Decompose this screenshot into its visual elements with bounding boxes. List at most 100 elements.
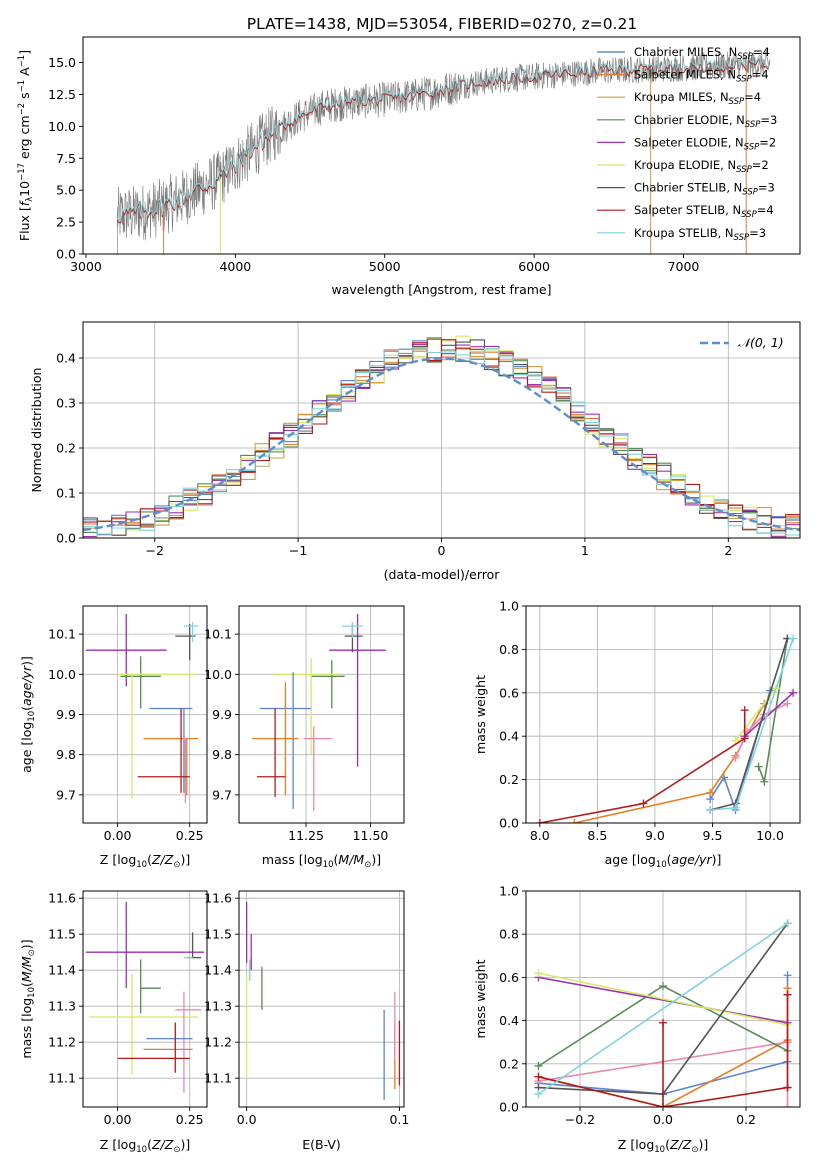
weight-marker <box>570 819 579 823</box>
weight-marker <box>760 777 769 786</box>
y-tick-label: 11.1 <box>204 1071 232 1086</box>
errorbar-point <box>175 991 202 1093</box>
x-tick-label: 1 <box>581 543 589 558</box>
y-tick-label: 10.1 <box>48 627 76 642</box>
legend: Chabrier MILES, NSSP=4 Salpeter MILES, NS… <box>597 45 777 243</box>
y-tick-label: 11.2 <box>48 1035 76 1050</box>
x-tick-label: 2 <box>724 543 732 558</box>
y-tick-label: 9.8 <box>212 747 232 762</box>
spectrum-model-line <box>117 57 771 224</box>
y-axis-label: mass weight <box>473 675 488 754</box>
x-axis-label: Z [log10(Z/Z⊙)] <box>618 1137 708 1155</box>
y-tick-label: 10.0 <box>204 667 232 682</box>
weight-series-line <box>538 972 788 1026</box>
y-tick-label: 11.6 <box>204 891 232 906</box>
y-tick-label: 9.7 <box>56 787 76 802</box>
plot-layer: 3000 4000 5000 6000 70000.02.55.07.510.012.5… <box>17 36 801 1155</box>
x-tick-label: 0.00 <box>104 1112 132 1127</box>
panel-age_vs_Z: 0.00 0.25 9.7 9.8 9.9 10.0 10.1 Z [log10(Z/Z⊙)]… <box>19 605 208 870</box>
errorbar-point <box>88 973 199 1075</box>
weight-marker <box>754 762 763 771</box>
legend-label: Salpeter ELODIE, NSSP=2 <box>634 135 776 152</box>
y-tick-label: 0.1 <box>56 486 76 501</box>
errorbar-point <box>137 708 190 793</box>
plot-area-mass_weight_vs_Z <box>534 919 792 1107</box>
axes-frame <box>82 605 208 824</box>
plot-area-spectrum <box>117 50 771 254</box>
panel-mass_vs_EBV: 0.0 0.1 11.1 11.2 11.3 11.4 11.5 11.6 E(B-V) <box>204 890 409 1152</box>
x-axis-label: age [log10(age/yr)] <box>605 852 722 870</box>
errorbar-point <box>344 624 363 653</box>
errorbar-point <box>186 932 202 959</box>
figure-title: PLATE=1438, MJD=53054, FIBERID=0270, z=0… <box>247 15 637 33</box>
y-tick-label: 0.8 <box>499 927 519 942</box>
x-tick-label: 0 <box>438 543 446 558</box>
y-tick-label: 5.0 <box>56 183 76 198</box>
weight-marker <box>740 706 749 715</box>
x-axis-label: Z [log10(Z/Z⊙)] <box>100 1137 190 1155</box>
errorbar-point <box>117 673 196 799</box>
axes-frame <box>82 321 801 539</box>
y-tick-label: 15.0 <box>48 55 76 70</box>
x-tick-label: 11.50 <box>353 828 389 843</box>
y-tick-label: 0.0 <box>56 531 76 546</box>
weight-marker <box>783 990 792 999</box>
axes-frame <box>238 890 405 1108</box>
y-tick-label: 11.3 <box>204 999 232 1014</box>
y-tick-label: 11.2 <box>204 1035 232 1050</box>
weight-marker <box>789 688 798 697</box>
y-tick-label: 2.5 <box>56 215 76 230</box>
x-axis-label: wavelength [Angstrom, rest frame] <box>331 282 551 297</box>
weight-marker <box>534 969 543 978</box>
y-tick-label: 0.4 <box>56 351 76 366</box>
y-tick-label: 11.5 <box>204 927 232 942</box>
x-tick-label: 9.0 <box>645 828 665 843</box>
errorbar-point <box>303 726 332 811</box>
y-tick-label: 11.3 <box>48 999 76 1014</box>
errorbar-point <box>117 1022 190 1073</box>
y-tick-label: 11.5 <box>48 927 76 942</box>
errorbar-point <box>311 660 345 709</box>
panel-mass_weight_vs_Z: −0.2 0.0 0.2 0.0 0.2 0.4 0.6 0.8 1.0 mass weight Z… <box>473 884 801 1155</box>
weight-marker <box>789 634 798 643</box>
x-tick-label: 8.0 <box>530 828 550 843</box>
y-tick-label: 9.9 <box>212 707 232 722</box>
x-tick-label: −1 <box>289 543 307 558</box>
weight-marker <box>534 1061 543 1070</box>
panel-mass_vs_Z: 0.00 0.25 11.1 11.2 11.3 11.4 11.5 11.6 Z [log10… <box>19 890 208 1155</box>
weight-marker <box>740 734 749 743</box>
y-tick-label: 0.4 <box>499 729 519 744</box>
weight-marker <box>659 1103 667 1107</box>
x-tick-label: −0.2 <box>565 1112 595 1127</box>
spectrum-model-line <box>117 55 771 222</box>
errorbar-point <box>329 614 386 767</box>
weight-series-line <box>744 692 794 737</box>
y-tick-label: 11.4 <box>204 963 232 978</box>
legend-label: Chabrier MILES, NSSP=4 <box>634 45 770 62</box>
y-axis-label: age [log10(age/yr)] <box>19 656 37 773</box>
x-axis-label: mass [log10(M/M⊙)] <box>262 852 381 870</box>
x-tick-label: 0.0 <box>653 1112 673 1127</box>
axes-frame <box>238 605 405 824</box>
axes-frame <box>82 890 208 1108</box>
y-tick-label: 0.0 <box>499 1100 519 1115</box>
y-tick-label: 9.9 <box>56 707 76 722</box>
legend-label: Kroupa STELIB, NSSP=3 <box>634 226 766 243</box>
y-tick-label: 0.8 <box>499 642 519 657</box>
y-tick-label: 10.0 <box>48 119 76 134</box>
weight-series-line <box>538 976 788 1024</box>
errorbar-point <box>257 708 286 797</box>
plot-area-age_vs_mass <box>251 614 386 811</box>
errorbar-point <box>140 959 161 1014</box>
panel-spectrum: 3000 4000 5000 6000 7000 0.0 2.5 5.0 7.5 10.0 12.5… <box>17 36 801 297</box>
weight-marker <box>659 1018 667 1027</box>
x-tick-label: 0.25 <box>176 1112 204 1127</box>
y-axis-label: mass weight <box>473 959 488 1038</box>
weight-series-line <box>538 1076 788 1107</box>
errorbar-point <box>183 622 199 643</box>
weight-marker <box>783 699 792 708</box>
y-tick-label: 0.0 <box>56 247 76 262</box>
y-tick-label: 0.6 <box>499 970 519 985</box>
y-tick-label: 1.0 <box>499 884 519 899</box>
